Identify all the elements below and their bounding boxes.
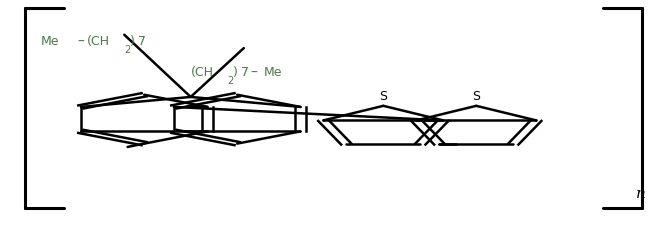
Text: ): ) bbox=[233, 66, 238, 79]
Text: S: S bbox=[380, 90, 388, 104]
Text: 2: 2 bbox=[124, 45, 131, 55]
Text: Me: Me bbox=[41, 35, 60, 48]
Text: Me: Me bbox=[263, 66, 282, 79]
Text: ): ) bbox=[130, 35, 135, 48]
Text: 2: 2 bbox=[227, 76, 233, 86]
Text: 7: 7 bbox=[137, 35, 145, 48]
Text: S: S bbox=[472, 90, 480, 104]
Text: (CH: (CH bbox=[87, 35, 109, 48]
Text: (CH: (CH bbox=[191, 66, 213, 79]
Text: 7: 7 bbox=[241, 66, 249, 79]
Text: –: – bbox=[78, 34, 85, 48]
Text: n: n bbox=[636, 187, 646, 201]
Text: –: – bbox=[251, 65, 257, 79]
